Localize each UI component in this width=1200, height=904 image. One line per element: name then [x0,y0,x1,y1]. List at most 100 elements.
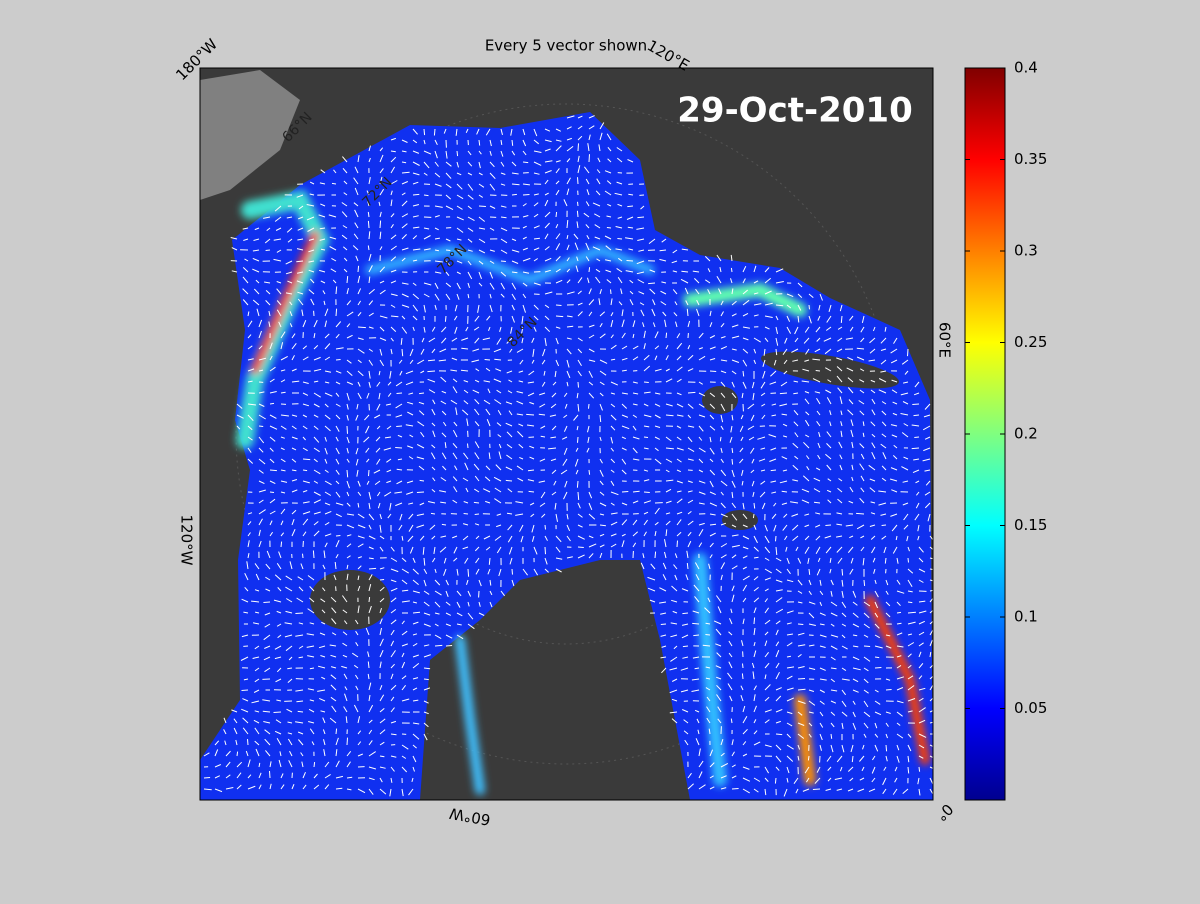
vector [512,140,513,146]
vector [912,448,919,449]
vector [501,217,507,218]
vector [336,360,341,361]
vector [435,645,442,646]
vector [706,623,710,624]
vector [391,316,398,317]
lon-label: 60°E [936,322,954,358]
vector [391,151,396,152]
vector [270,492,274,493]
vector [523,162,528,163]
colorbar-tick-label: 0.35 [1014,150,1047,168]
vector [512,184,520,185]
vector [512,194,517,195]
vector [578,547,584,548]
vector [644,382,649,383]
vector [831,668,837,669]
vector [461,370,468,371]
vector [578,202,579,206]
vector [358,327,366,328]
vector [809,569,810,575]
vector [468,569,469,577]
vector [886,745,887,751]
vector [611,359,615,360]
vector [864,646,870,647]
vector [402,162,406,163]
vector [742,673,743,679]
vector [475,514,479,515]
vector [396,426,402,427]
vector [242,690,249,691]
lon-label: 60°W [448,804,492,829]
vector [908,767,909,773]
vector [336,536,340,537]
vector [611,289,612,294]
vector [682,613,688,614]
vector [529,491,534,492]
vector [908,612,916,613]
vector [368,246,369,251]
vector [578,382,579,388]
vector [897,612,901,613]
vector [780,393,787,394]
vector [776,734,782,735]
vector [627,206,633,207]
vector [332,183,336,184]
vector [424,679,429,680]
vector [413,194,419,195]
vector [368,662,369,669]
vector [237,752,238,756]
vector [347,426,348,434]
vector [424,195,429,196]
vector [464,514,468,515]
vector [589,154,590,162]
vector [442,524,446,525]
vector [263,602,270,603]
vector [637,217,644,218]
vector [864,580,865,586]
vector [886,690,892,691]
vector [274,712,282,713]
vector [526,414,534,415]
vector [577,211,578,217]
vector [402,349,403,356]
vector [589,470,590,475]
vector [358,266,359,272]
vector [688,392,695,393]
vector [831,734,832,739]
vector [732,789,739,790]
vector [798,689,806,690]
vector [479,206,486,207]
vector [655,552,656,558]
vector [841,316,842,323]
vector [427,371,435,372]
vector [666,333,667,338]
vector [545,525,546,530]
vector [402,590,408,591]
vector [303,554,304,558]
vector [266,250,270,251]
vector [434,129,435,136]
vector [417,492,424,493]
vector [556,316,563,317]
vector [368,212,369,217]
vector [720,437,721,441]
vector [512,569,513,575]
vector [336,729,337,734]
vector [368,221,369,228]
vector [660,250,666,251]
vector [457,151,458,156]
vector [303,459,310,460]
vector [754,618,755,625]
vector [420,480,424,481]
vector [666,415,674,416]
vector [687,309,688,316]
vector [782,491,787,492]
vector [825,525,831,526]
island [722,510,758,530]
vector [600,525,606,526]
vector [885,558,886,564]
vector [600,415,601,422]
vector [567,326,573,327]
vector [661,624,666,625]
